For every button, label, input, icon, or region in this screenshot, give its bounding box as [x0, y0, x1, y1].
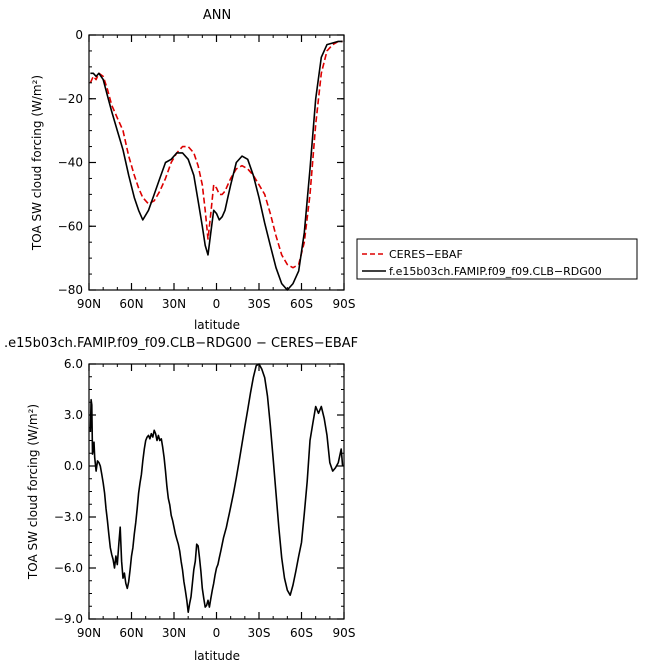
bottom-panel-x-axis-label: latitude [194, 649, 240, 663]
x-tick-label: 30N [162, 626, 186, 640]
x-tick-label: 0 [213, 297, 221, 311]
top-panel-series [89, 40, 343, 291]
legend: CERES−EBAF f.e15b03ch.FAMIP.f09_f09.CLB−… [356, 238, 638, 280]
x-tick-label: 30S [248, 297, 271, 311]
y-tick-label: 3.0 [64, 408, 83, 422]
series-line-2 [90, 40, 343, 291]
top-panel-y-ticks: 0 −20 −40 −60 −80 [58, 28, 344, 297]
top-panel-x-axis-label: latitude [194, 318, 240, 332]
y-tick-label: −80 [58, 283, 83, 297]
y-tick-label: −20 [58, 92, 83, 106]
top-panel: ANN 0 −20 −40 −60 −80 90N 60N 30N 0 30S 60S 90S la… [30, 8, 355, 332]
bottom-panel-title: .e15b03ch.FAMIP.f09_f09.CLB−RDG00 − CERE… [4, 336, 358, 351]
y-tick-label: −6.0 [54, 561, 83, 575]
legend-box [356, 238, 638, 280]
y-tick-label: −60 [58, 219, 83, 233]
x-tick-label: 90S [333, 626, 356, 640]
bottom-panel: .e15b03ch.FAMIP.f09_f09.CLB−RDG00 − CERE… [4, 336, 358, 663]
y-tick-label: −3.0 [54, 510, 83, 524]
series-line-1 [89, 363, 344, 613]
legend-label-ceres: CERES−EBAF [389, 248, 463, 261]
bottom-panel-y-axis-label: TOA SW cloud forcing (W/m²) [26, 404, 40, 580]
top-panel-x-ticks: 90N 60N 30N 0 30S 60S 90S [77, 35, 356, 311]
x-tick-label: 60N [119, 626, 143, 640]
y-tick-label: 0 [75, 28, 83, 42]
y-tick-label: 6.0 [64, 357, 83, 371]
x-tick-label: 90N [77, 297, 101, 311]
bottom-panel-series [89, 363, 344, 613]
y-tick-label: 0.0 [64, 459, 83, 473]
x-tick-label: 60N [119, 297, 143, 311]
bottom-panel-y-ticks: 6.0 3.0 0.0 −3.0 −6.0 −9.0 [54, 357, 344, 626]
bottom-panel-x-ticks: 90N 60N 30N 0 30S 60S 90S [77, 364, 356, 640]
top-panel-title: ANN [203, 8, 231, 23]
top-panel-y-axis-label: TOA SW cloud forcing (W/m²) [30, 75, 44, 251]
x-tick-label: 0 [213, 626, 221, 640]
x-tick-label: 60S [290, 626, 313, 640]
x-tick-label: 90N [77, 626, 101, 640]
y-tick-label: −40 [58, 156, 83, 170]
x-tick-label: 30S [248, 626, 271, 640]
legend-label-model: f.e15b03ch.FAMIP.f09_f09.CLB−RDG00 [389, 265, 602, 278]
x-tick-label: 90S [333, 297, 356, 311]
x-tick-label: 30N [162, 297, 186, 311]
series-line-1 [89, 40, 343, 269]
x-tick-label: 60S [290, 297, 313, 311]
y-tick-label: −9.0 [54, 612, 83, 626]
